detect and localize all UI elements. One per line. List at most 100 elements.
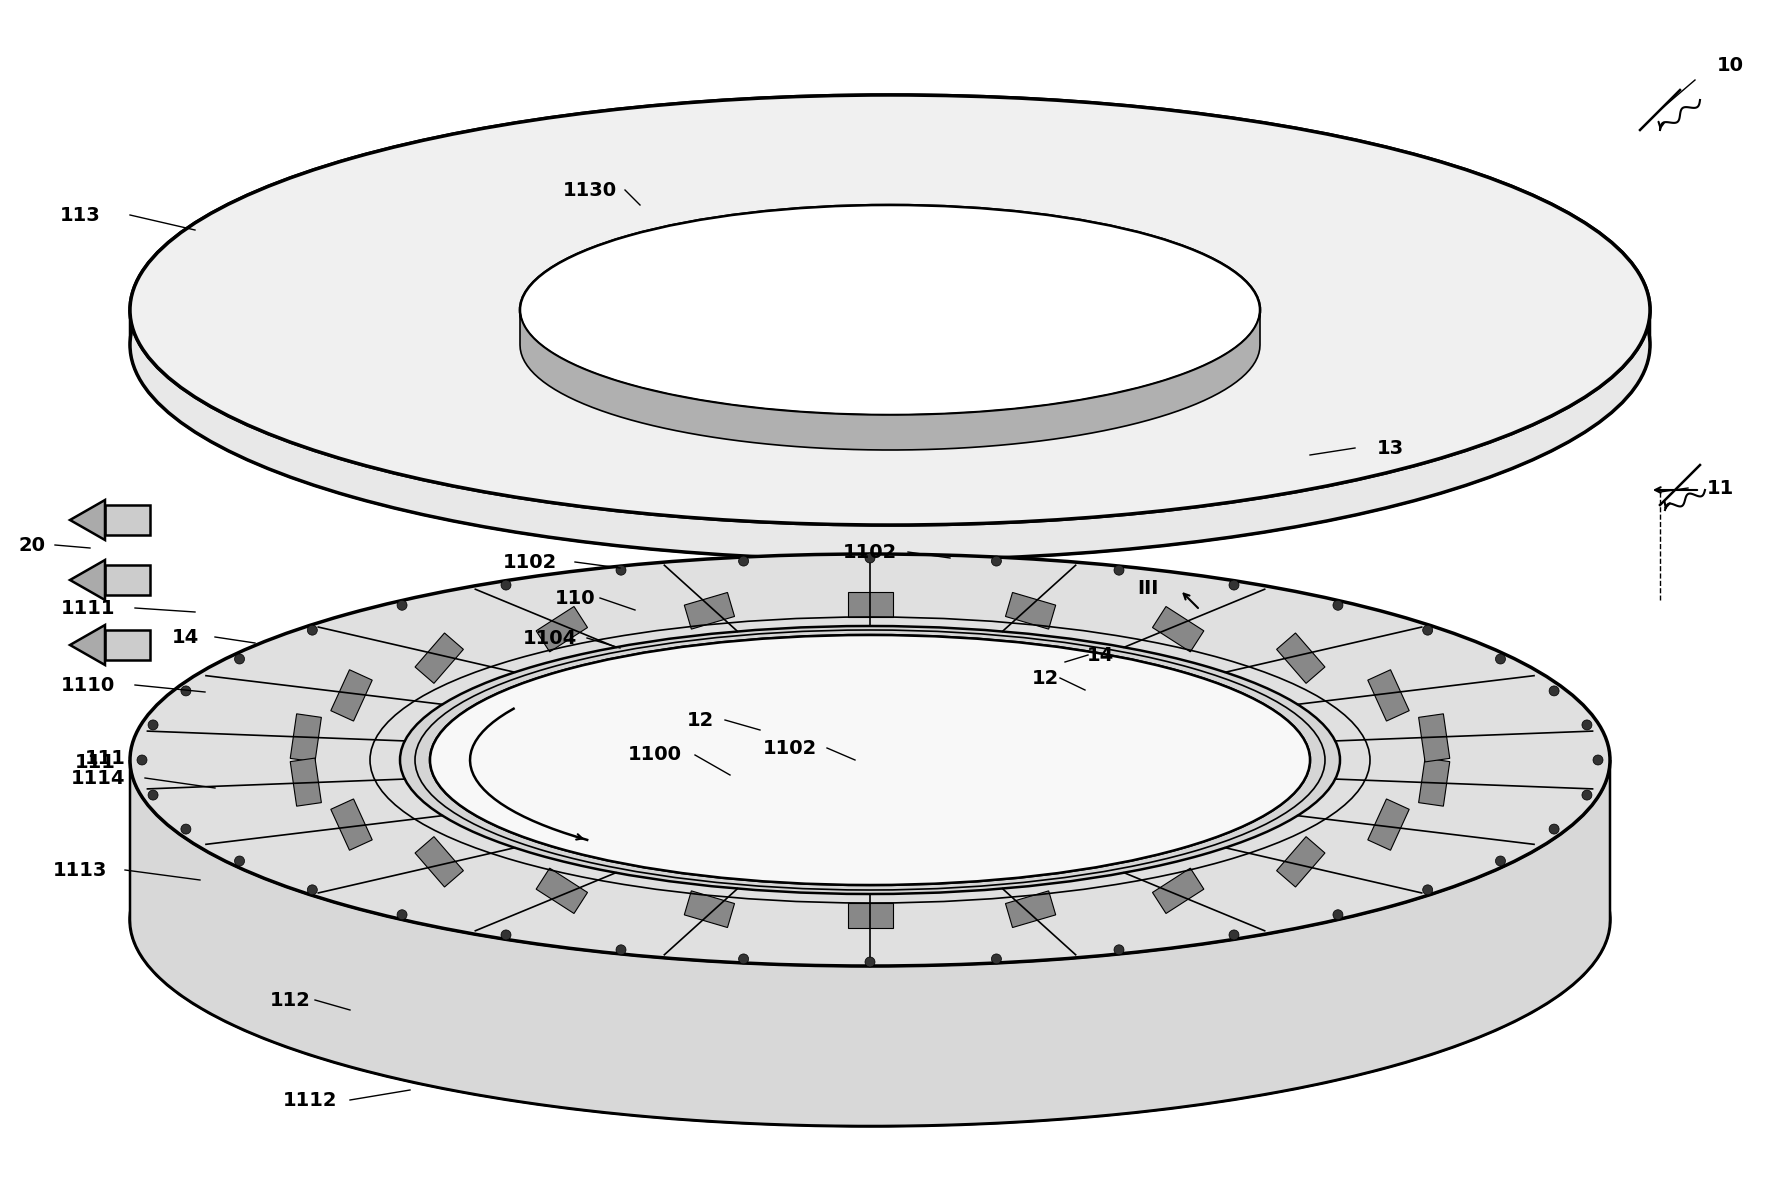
FancyBboxPatch shape — [1152, 868, 1204, 914]
Circle shape — [396, 600, 407, 610]
FancyBboxPatch shape — [1152, 607, 1204, 652]
Ellipse shape — [130, 554, 1611, 966]
Text: 112: 112 — [270, 991, 311, 1010]
Text: 1100: 1100 — [628, 746, 683, 765]
Text: 110: 110 — [555, 588, 596, 608]
Text: 1104: 1104 — [523, 628, 578, 647]
Polygon shape — [69, 560, 105, 600]
Circle shape — [1115, 566, 1124, 575]
Circle shape — [866, 957, 875, 967]
Circle shape — [1582, 719, 1591, 730]
Circle shape — [1229, 930, 1239, 940]
Circle shape — [992, 954, 1001, 964]
Text: 111: 111 — [75, 753, 116, 771]
Circle shape — [181, 824, 190, 833]
Circle shape — [1334, 909, 1342, 920]
Ellipse shape — [130, 130, 1650, 560]
Circle shape — [866, 552, 875, 563]
Circle shape — [308, 626, 316, 635]
Text: 1102: 1102 — [843, 543, 898, 562]
Circle shape — [148, 719, 158, 730]
Circle shape — [1422, 626, 1433, 635]
Polygon shape — [69, 625, 105, 665]
Text: 1114: 1114 — [71, 769, 124, 788]
Circle shape — [308, 885, 316, 895]
FancyBboxPatch shape — [105, 564, 149, 594]
Text: 1110: 1110 — [60, 675, 116, 694]
Ellipse shape — [400, 626, 1341, 894]
FancyBboxPatch shape — [1419, 758, 1449, 806]
FancyBboxPatch shape — [537, 607, 587, 652]
Circle shape — [1495, 856, 1506, 866]
Circle shape — [992, 556, 1001, 566]
FancyBboxPatch shape — [1367, 670, 1410, 721]
FancyBboxPatch shape — [414, 633, 464, 683]
Text: 1111: 1111 — [60, 598, 116, 617]
FancyBboxPatch shape — [1006, 891, 1056, 927]
Circle shape — [1549, 686, 1559, 695]
Circle shape — [235, 856, 245, 866]
Circle shape — [615, 566, 626, 575]
Circle shape — [1582, 790, 1591, 800]
Text: 20: 20 — [18, 536, 46, 555]
Text: 14: 14 — [171, 627, 199, 646]
Text: 13: 13 — [1376, 438, 1403, 458]
Text: 111: 111 — [85, 748, 126, 767]
Text: 10: 10 — [1716, 55, 1744, 74]
FancyBboxPatch shape — [1419, 713, 1449, 761]
FancyBboxPatch shape — [537, 868, 587, 914]
Ellipse shape — [519, 205, 1261, 416]
Circle shape — [1115, 945, 1124, 955]
FancyBboxPatch shape — [1367, 799, 1410, 850]
Text: 12: 12 — [1031, 669, 1058, 687]
FancyBboxPatch shape — [290, 713, 322, 761]
Text: III: III — [1138, 579, 1159, 598]
Ellipse shape — [519, 205, 1261, 416]
FancyBboxPatch shape — [1006, 592, 1056, 629]
Circle shape — [1422, 885, 1433, 895]
Circle shape — [396, 909, 407, 920]
Text: 113: 113 — [60, 205, 100, 225]
Polygon shape — [69, 500, 105, 540]
Polygon shape — [519, 310, 1261, 450]
Ellipse shape — [430, 635, 1310, 885]
Circle shape — [181, 686, 190, 695]
Circle shape — [738, 556, 749, 566]
Ellipse shape — [130, 715, 1611, 1127]
Ellipse shape — [430, 635, 1310, 885]
FancyBboxPatch shape — [1277, 633, 1325, 683]
Ellipse shape — [130, 95, 1650, 525]
FancyBboxPatch shape — [331, 670, 372, 721]
Text: 1130: 1130 — [564, 180, 617, 199]
FancyBboxPatch shape — [290, 758, 322, 806]
Circle shape — [148, 790, 158, 800]
Circle shape — [738, 954, 749, 964]
Circle shape — [1549, 824, 1559, 833]
FancyBboxPatch shape — [331, 799, 372, 850]
Text: 1102: 1102 — [763, 739, 818, 758]
Text: 1113: 1113 — [53, 860, 107, 879]
FancyBboxPatch shape — [1277, 837, 1325, 888]
Text: 12: 12 — [686, 711, 713, 729]
Circle shape — [1229, 580, 1239, 590]
Circle shape — [615, 945, 626, 955]
Circle shape — [1495, 655, 1506, 664]
FancyBboxPatch shape — [414, 837, 464, 888]
FancyBboxPatch shape — [848, 592, 893, 617]
Circle shape — [501, 580, 510, 590]
FancyBboxPatch shape — [105, 631, 149, 661]
Circle shape — [1593, 755, 1604, 765]
Text: 14: 14 — [1086, 645, 1113, 664]
Circle shape — [235, 655, 245, 664]
Text: 1102: 1102 — [503, 552, 557, 572]
FancyBboxPatch shape — [685, 891, 734, 927]
Circle shape — [501, 930, 510, 940]
Polygon shape — [130, 310, 1650, 560]
Circle shape — [1334, 600, 1342, 610]
Ellipse shape — [519, 240, 1261, 450]
Ellipse shape — [130, 95, 1650, 525]
FancyBboxPatch shape — [685, 592, 734, 629]
FancyBboxPatch shape — [105, 504, 149, 534]
Text: 1112: 1112 — [283, 1091, 338, 1110]
Polygon shape — [130, 760, 1611, 1127]
